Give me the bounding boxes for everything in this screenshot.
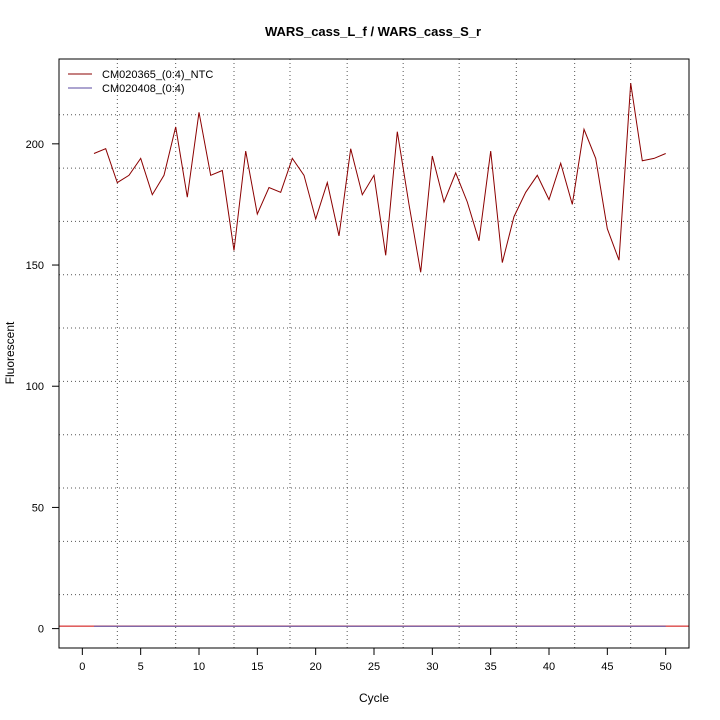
y-tick-label: 150: [26, 260, 44, 272]
series-lines: [93, 83, 666, 627]
x-tick-label: 0: [79, 661, 85, 673]
x-tick-label: 10: [193, 661, 205, 673]
y-axis: 0 50 100 150 200: [26, 139, 60, 636]
series-line-1: [93, 83, 666, 273]
y-tick-label: 0: [38, 624, 44, 636]
plot-frame: [58, 58, 690, 649]
x-tick-label: 20: [310, 661, 322, 673]
x-tick-label: 35: [485, 661, 497, 673]
legend: CM020365_(0:4)_NTC CM020408_(0:4): [68, 69, 213, 95]
x-axis: 0 5 10 15 20 25 30 35 40 45 50: [79, 647, 672, 673]
legend-label-2: CM020408_(0:4): [102, 83, 185, 95]
y-tick-label: 50: [32, 502, 44, 514]
x-tick-label: 40: [543, 661, 555, 673]
grid-lines: [59, 59, 689, 648]
y-tick-label: 200: [26, 139, 44, 151]
y-axis-label: Fluorescent: [3, 321, 17, 384]
x-tick-label: 30: [426, 661, 438, 673]
x-axis-label: Cycle: [359, 691, 389, 705]
x-tick-label: 5: [138, 661, 144, 673]
x-tick-label: 45: [601, 661, 613, 673]
chart-title: WARS_cass_L_f / WARS_cass_S_r: [265, 24, 481, 39]
x-tick-label: 50: [660, 661, 672, 673]
x-tick-label: 15: [251, 661, 263, 673]
legend-label-1: CM020365_(0:4)_NTC: [102, 69, 213, 81]
y-tick-label: 100: [26, 381, 44, 393]
x-tick-label: 25: [368, 661, 380, 673]
